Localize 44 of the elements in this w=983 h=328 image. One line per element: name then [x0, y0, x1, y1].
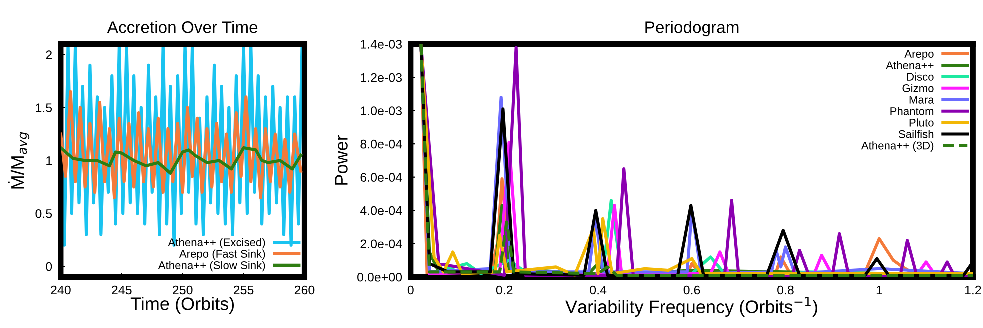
x-axis-title: Variability Frequency (Orbits$^{−1}$): [566, 297, 818, 318]
x-tick-label: 0.6: [684, 286, 700, 295]
y-tick-label: 1.4e-03: [361, 40, 402, 49]
x-tick-label: 250: [173, 286, 193, 295]
y-tick-label: 4.0e-04: [360, 206, 402, 216]
x-tick-label: 0.2: [496, 286, 513, 295]
legend-label: Phantom: [890, 107, 934, 116]
y-tick-label: 1.2e-03: [361, 73, 402, 82]
x-tick-label: 1.2: [965, 286, 982, 295]
line-series: [60, 146, 303, 175]
chart-title: Accretion Over Time: [107, 21, 258, 34]
x-tick-label: 0: [408, 286, 414, 295]
legend-label: Mara: [910, 96, 934, 104]
y-tick-label: 8.0e-04: [360, 140, 402, 149]
legend-label: Arepo: [904, 50, 934, 60]
y-tick-label: 6.0e-04: [360, 173, 402, 182]
legend-label: Athena++ (3D): [861, 142, 934, 152]
legend-label: Disco: [907, 72, 934, 81]
legend-label: Sailfish: [898, 130, 934, 138]
y-tick-label: 0.0e+00: [358, 272, 402, 282]
x-tick-label: 1: [876, 286, 882, 295]
y-axis-title: Power: [335, 135, 348, 185]
line-series: [60, 90, 303, 200]
legend-label: Athena++ (Slow Sink): [158, 261, 266, 272]
y-tick-label: 2.0e-04: [360, 240, 402, 249]
legend-label: Pluto: [910, 118, 934, 127]
legend-label: Gizmo: [902, 84, 934, 92]
x-tick-label: 240: [51, 286, 71, 295]
x-tick-label: 0.8: [778, 286, 794, 295]
y-tick-label: 0: [46, 262, 52, 272]
y-tick-label: 0.5: [36, 209, 52, 218]
legend-label: Athena++: [886, 61, 934, 70]
y-axis-title: Ṁ/M$_{avg}$: [8, 132, 30, 189]
y-tick-label: 1: [46, 156, 52, 166]
x-tick-label: 245: [112, 286, 132, 295]
chart-title: Periodogram: [646, 21, 739, 37]
legend-label: Arepo (Fast Sink): [179, 250, 266, 260]
x-tick-label: 260: [294, 286, 315, 295]
x-tick-label: 255: [234, 286, 254, 295]
y-tick-label: 2: [46, 50, 52, 60]
y-tick-label: 1.0e-03: [361, 106, 402, 116]
x-axis-title: Time (Orbits): [130, 297, 234, 314]
y-tick-label: 1.5: [36, 104, 52, 112]
x-tick-label: 0.4: [590, 286, 607, 295]
